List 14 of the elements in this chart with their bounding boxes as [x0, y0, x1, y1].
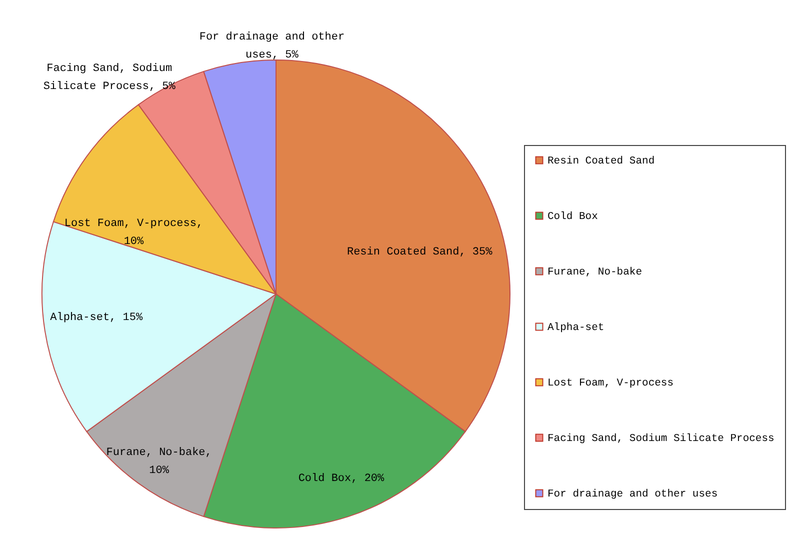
legend-label: Furane, No-bake	[548, 266, 642, 278]
data-label: Cold Box, 20%	[298, 473, 385, 486]
data-label: Resin Coated Sand, 35%	[346, 246, 493, 258]
data-label: For drainage and other uses, 5%	[199, 32, 345, 62]
legend-label: Resin Coated Sand	[548, 155, 655, 168]
legend-label: Cold Box	[548, 210, 598, 223]
legend-label: Lost Foam, V-process	[548, 377, 674, 390]
legend-label: For drainage and other uses	[548, 488, 718, 500]
data-label: Facing Sand, Sodium Silicate Process, 5%	[43, 62, 176, 93]
data-label: Alpha-set, 15%	[50, 312, 143, 324]
legend-label: Alpha-set	[548, 322, 604, 334]
data-label: Lost Foam, V-process, 10%	[64, 218, 204, 248]
legend-label: Facing Sand, Sodium Silicate Process	[548, 432, 774, 445]
data-label: Furane, No-bake, 10%	[106, 447, 212, 478]
